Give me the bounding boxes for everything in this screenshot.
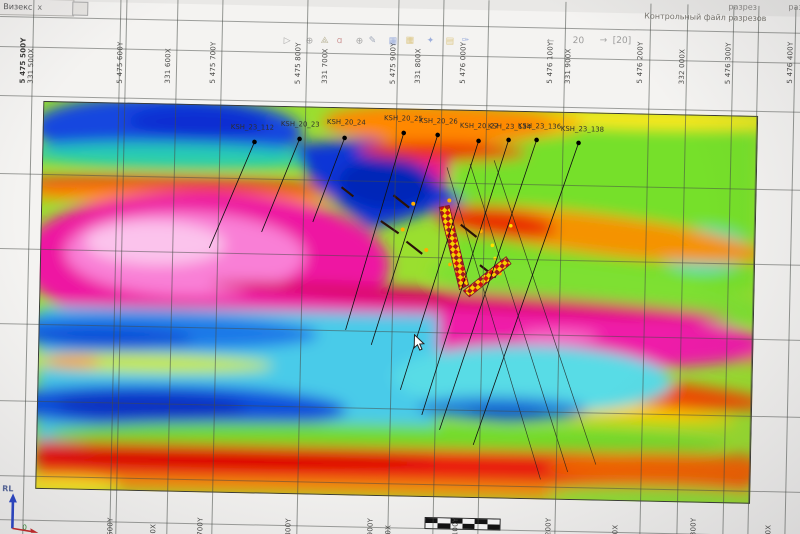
coordinate-label-bottom: 5 476 100Y bbox=[451, 518, 460, 534]
toolbar-icon[interactable]: ⊕ bbox=[355, 35, 364, 47]
drillhole-label[interactable]: KSH_20_26 bbox=[418, 116, 458, 126]
drillhole-trace bbox=[345, 132, 405, 331]
toolbar-icon[interactable]: ▦ bbox=[388, 35, 398, 47]
drillhole-label[interactable]: KSH_23_112 bbox=[230, 122, 275, 132]
coordinate-label-top: 331 600X bbox=[163, 48, 173, 84]
toolbar-icon[interactable]: ▦ bbox=[405, 35, 415, 47]
coordinate-label-top: 331 800X bbox=[413, 48, 423, 84]
drillhole-collar[interactable] bbox=[506, 137, 511, 143]
drillhole-label[interactable]: KSH_20_25 bbox=[383, 113, 423, 123]
toolbar-icon[interactable]: ɑ bbox=[336, 35, 343, 47]
drillhole-trace bbox=[421, 139, 509, 416]
toolbar-icon[interactable]: ✎ bbox=[368, 35, 377, 47]
coordinate-label-bottom: 5 475 700Y bbox=[196, 518, 205, 534]
drillhole-trace bbox=[472, 142, 579, 446]
toolbar-icon[interactable]: ▷ bbox=[283, 35, 291, 47]
coordinate-label-bottom: 5 476 200Y bbox=[544, 518, 553, 534]
coordinate-label-top: 5 476 300Y bbox=[723, 41, 733, 84]
coordinate-label-bottom: 332 000X bbox=[611, 524, 620, 534]
drillhole-trace bbox=[439, 139, 537, 431]
drillhole-collar[interactable] bbox=[435, 132, 440, 138]
heatmap-blobs bbox=[35, 100, 759, 504]
drillhole-collar[interactable] bbox=[297, 136, 302, 142]
drillhole-trace bbox=[208, 141, 255, 249]
ore-body[interactable] bbox=[437, 204, 512, 298]
column-header-razrez-2: разрез bbox=[788, 2, 800, 13]
drillhole-collar[interactable] bbox=[252, 139, 257, 145]
coordinate-label-top: 5 476 200Y bbox=[635, 41, 645, 84]
mouse-cursor bbox=[413, 333, 426, 351]
coordinate-label-top: 331 700X bbox=[320, 48, 330, 84]
toolbar-icon[interactable]: ✑ bbox=[461, 35, 470, 47]
coordinate-label-top: 5 475 800Y bbox=[293, 41, 303, 84]
toolbar-icon[interactable]: ⊕ bbox=[305, 35, 314, 47]
toolbar-icon[interactable]: [20] bbox=[612, 35, 632, 47]
drillhole-collar[interactable] bbox=[576, 140, 581, 146]
coordinate-label-top: 332 000X bbox=[677, 48, 687, 84]
toolbar-icon[interactable]: ⟁ bbox=[320, 35, 329, 47]
coordinate-label-top: 331 500X bbox=[26, 48, 36, 84]
coordinate-label-bottom: 5 475 900Y bbox=[366, 518, 375, 534]
toolbar-icon[interactable]: ✦ bbox=[426, 35, 435, 47]
coordinate-label-top: 5 475 900Y bbox=[388, 41, 398, 84]
coordinate-label-top: 5 475 700Y bbox=[208, 41, 218, 84]
coordinate-label-bottom: 5 475 600Y bbox=[106, 518, 115, 534]
axis-up-arrow bbox=[8, 493, 17, 503]
drillhole-collar[interactable] bbox=[401, 130, 407, 136]
toolbar-icon[interactable]: ← bbox=[546, 35, 555, 47]
drillhole-label[interactable]: KSH_20_24 bbox=[326, 117, 366, 127]
drillhole-label[interactable]: KSH_23_138 bbox=[560, 124, 605, 134]
coordinate-label-top: 5 476 400Y bbox=[785, 41, 795, 84]
coordinate-label-top: 331 900X bbox=[563, 48, 573, 84]
coordinate-label-bottom: 331 600X bbox=[149, 524, 158, 534]
section-heatmap[interactable] bbox=[35, 100, 759, 504]
toolbar-icon[interactable]: 20 bbox=[572, 35, 585, 47]
coordinate-label-top: 5 476 000Y bbox=[458, 41, 468, 84]
drillhole-trace bbox=[261, 138, 300, 233]
axis-right-arrow bbox=[30, 528, 39, 534]
drillhole-trace bbox=[399, 140, 479, 391]
coordinate-label-bottom: 5 475 800Y bbox=[284, 518, 293, 534]
drillhole-collar[interactable] bbox=[476, 138, 481, 144]
toolbar-icon[interactable]: ▤ bbox=[445, 35, 455, 47]
drillhole-label[interactable]: KSH_23_136 bbox=[517, 121, 562, 131]
drillhole-label[interactable]: KSH_20_23 bbox=[280, 119, 320, 129]
toolbar-icon[interactable]: → bbox=[599, 35, 608, 47]
coordinate-label-bottom: 331 800X bbox=[384, 524, 393, 534]
axis-orientation-glyph bbox=[8, 493, 39, 534]
drillhole-collar[interactable] bbox=[534, 137, 539, 143]
section-construction-lines bbox=[446, 160, 597, 480]
drillhole-trace bbox=[370, 134, 439, 346]
coordinate-label-bottom: 5 476 300Y bbox=[689, 518, 698, 534]
section-border bbox=[35, 100, 759, 504]
coordinate-label-top: 5 475 600Y bbox=[115, 41, 125, 84]
coordinate-label-top: 5 476 100Y bbox=[545, 41, 555, 84]
coordinate-label-bottom: 332 100X bbox=[764, 524, 773, 534]
drillhole-trace bbox=[312, 137, 345, 223]
drillhole-collar[interactable] bbox=[342, 135, 347, 141]
